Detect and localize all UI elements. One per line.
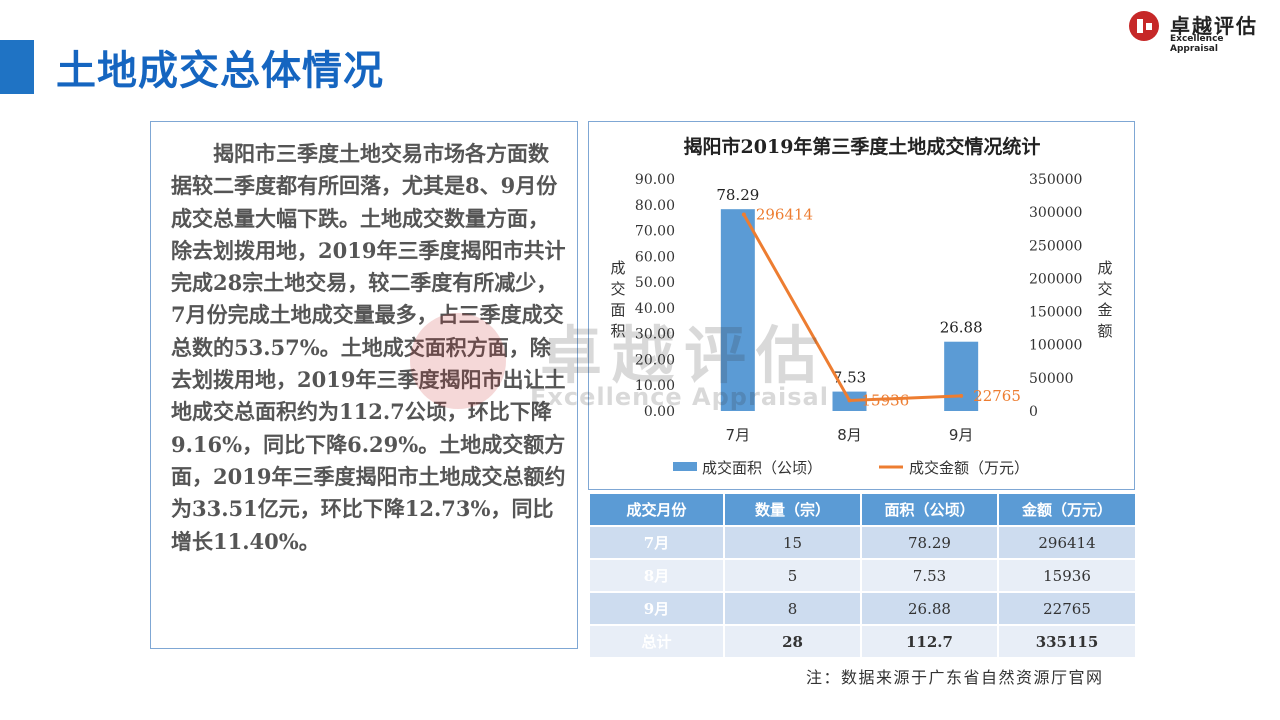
company-logo: 卓越评估 Excellence Appraisal [1128, 8, 1274, 54]
y2-tick-label: 50000 [1029, 371, 1074, 387]
table-row: 7月 15 78.29 296414 [588, 525, 1137, 560]
y-tick-label: 50.00 [635, 275, 675, 291]
table-header-cell: 数量（宗） [723, 492, 862, 527]
legend-label-area: 成交面积（公顷） [702, 459, 822, 477]
y2-tick-label: 250000 [1029, 238, 1082, 254]
source-note: 注：数据来源于广东省自然资源厅官网 [806, 668, 1104, 687]
y-tick-label: 70.00 [635, 224, 675, 240]
table-cell: 15936 [997, 558, 1137, 593]
table-row-head: 8月 [588, 558, 725, 593]
y-axis-label-char: 成 [610, 259, 625, 277]
chart-container: 揭阳市2019年第三季度土地成交情况统计 0.00 10.00 20.00 30.00 4… [588, 121, 1135, 490]
y-axis-label-char: 交 [610, 280, 625, 298]
chart-title: 揭阳市2019年第三季度土地成交情况统计 [684, 135, 1041, 158]
table-cell: 5 [723, 558, 862, 593]
y-tick-label: 80.00 [635, 198, 675, 214]
table-cell: 296414 [997, 525, 1137, 560]
bar-data-label: 78.29 [716, 186, 759, 204]
logo-text-en: Excellence Appraisal [1170, 34, 1224, 54]
table-header-cell: 面积（公顷） [860, 492, 999, 527]
line-point [741, 212, 746, 217]
y-tick-label: 60.00 [635, 249, 675, 265]
y-axis-label-char: 积 [610, 322, 625, 340]
x-tick-label: 7月 [726, 426, 751, 444]
y2-tick-label: 200000 [1029, 271, 1082, 287]
y2-tick-label: 350000 [1029, 172, 1082, 188]
table-cell: 28 [723, 624, 862, 659]
x-tick-label: 9月 [949, 426, 974, 444]
line-data-label: 22765 [973, 387, 1021, 405]
y2-axis-label-char: 成 [1097, 259, 1112, 277]
title-accent-bar [0, 40, 34, 94]
line-data-label: 296414 [756, 206, 813, 224]
table-cell: 78.29 [860, 525, 999, 560]
table-total-row: 总计 28 112.7 335115 [588, 624, 1137, 659]
table-cell: 15 [723, 525, 862, 560]
table-row-head: 总计 [588, 624, 725, 659]
y2-axis-label-char: 金 [1097, 301, 1112, 319]
legend-label-amount: 成交金额（万元） [909, 459, 1029, 477]
table-row-head: 7月 [588, 525, 725, 560]
legend-swatch-area [673, 462, 697, 471]
summary-text-box: 揭阳市三季度土地交易市场各方面数据较二季度都有所回落，尤其是8、9月份成交总量大… [150, 121, 578, 649]
table-cell: 112.7 [860, 624, 999, 659]
y2-tick-label: 150000 [1029, 305, 1082, 321]
table-row: 8月 5 7.53 15936 [588, 558, 1137, 593]
table-header-row: 成交月份 数量（宗） 面积（公顷） 金额（万元） [588, 492, 1137, 527]
table-cell: 22765 [997, 591, 1137, 626]
table-row-head: 9月 [588, 591, 725, 626]
logo-text-cn: 卓越评估 [1170, 14, 1258, 38]
table-cell: 7.53 [860, 558, 999, 593]
line-data-label: 15936 [862, 391, 910, 409]
y-tick-label: 0.00 [644, 404, 675, 420]
bar-data-label: 7.53 [833, 369, 866, 387]
logo-mark-icon [1129, 11, 1159, 41]
y-axis-label-char: 面 [610, 301, 625, 319]
bar-data-label: 26.88 [940, 319, 983, 337]
y-tick-label: 40.00 [635, 301, 675, 317]
bar-area [944, 341, 979, 411]
y-tick-label: 30.00 [635, 327, 675, 343]
x-tick-label: 8月 [837, 426, 862, 444]
table-cell: 8 [723, 591, 862, 626]
y-tick-label: 90.00 [635, 172, 675, 188]
line-point [959, 393, 964, 398]
y2-axis-label-char: 额 [1097, 322, 1112, 340]
page-title: 土地成交总体情况 [56, 48, 384, 94]
line-point [847, 398, 852, 403]
table-cell: 26.88 [860, 591, 999, 626]
y-tick-label: 10.00 [635, 378, 675, 394]
y2-tick-label: 0 [1029, 404, 1038, 420]
table-header-cell: 成交月份 [588, 492, 725, 527]
bar-area [720, 209, 755, 411]
y2-axis-label-char: 交 [1097, 280, 1112, 298]
table-cell: 335115 [997, 624, 1137, 659]
y2-tick-label: 300000 [1029, 205, 1082, 221]
y2-tick-label: 100000 [1029, 338, 1082, 354]
combo-chart: 揭阳市2019年第三季度土地成交情况统计 0.00 10.00 20.00 30.00 4… [610, 135, 1112, 477]
table-header-cell: 金额（万元） [997, 492, 1137, 527]
summary-table: 成交月份 数量（宗） 面积（公顷） 金额（万元） 7月 15 78.29 296… [588, 492, 1137, 659]
summary-paragraph: 揭阳市三季度土地交易市场各方面数据较二季度都有所回落，尤其是8、9月份成交总量大… [171, 141, 566, 554]
y-tick-label: 20.00 [635, 352, 675, 368]
table-row: 9月 8 26.88 22765 [588, 591, 1137, 626]
